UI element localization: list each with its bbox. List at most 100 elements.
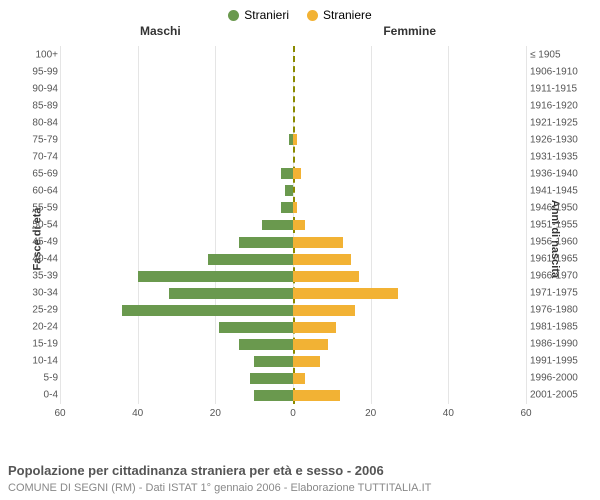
birth-label: 1916-1920 xyxy=(530,100,586,111)
bar-female xyxy=(293,390,340,401)
age-label: 55-59 xyxy=(18,202,58,213)
plot-region: 100+≤ 190595-991906-191090-941911-191585… xyxy=(60,46,526,404)
bar-male xyxy=(262,220,293,231)
pyramid-row: 55-591946-1950 xyxy=(60,199,526,216)
pyramid-row: 10-141991-1995 xyxy=(60,353,526,370)
birth-label: 1931-1935 xyxy=(530,151,586,162)
legend-dot-straniere xyxy=(307,10,318,21)
pyramid-row: 0-42001-2005 xyxy=(60,387,526,404)
bar-male xyxy=(239,339,293,350)
bar-female xyxy=(293,271,359,282)
birth-label: 1941-1945 xyxy=(530,185,586,196)
age-label: 25-29 xyxy=(18,305,58,316)
bar-male xyxy=(208,254,293,265)
age-label: 40-44 xyxy=(18,254,58,265)
chart-area: Fasce di età Anni di nascita 100+≤ 19059… xyxy=(0,42,600,436)
bar-male xyxy=(122,305,293,316)
age-label: 80-84 xyxy=(18,117,58,128)
pyramid-row: 45-491956-1960 xyxy=(60,234,526,251)
bar-male xyxy=(219,322,293,333)
age-label: 60-64 xyxy=(18,185,58,196)
pyramid-row: 70-741931-1935 xyxy=(60,148,526,165)
birth-label: 1936-1940 xyxy=(530,168,586,179)
birth-label: 2001-2005 xyxy=(530,390,586,401)
age-label: 45-49 xyxy=(18,237,58,248)
legend: Stranieri Straniere xyxy=(0,0,600,24)
age-label: 100+ xyxy=(18,49,58,60)
birth-label: ≤ 1905 xyxy=(530,49,586,60)
pyramid-row: 80-841921-1925 xyxy=(60,114,526,131)
bar-female xyxy=(293,288,398,299)
birth-label: 1921-1925 xyxy=(530,117,586,128)
x-tick-label: 40 xyxy=(443,408,454,419)
age-label: 75-79 xyxy=(18,134,58,145)
bar-male xyxy=(254,390,293,401)
birth-label: 1976-1980 xyxy=(530,305,586,316)
birth-label: 1911-1915 xyxy=(530,83,586,94)
age-label: 15-19 xyxy=(18,339,58,350)
x-tick-label: 20 xyxy=(210,408,221,419)
pyramid-row: 35-391966-1970 xyxy=(60,268,526,285)
bar-female xyxy=(293,254,351,265)
x-axis: 6040200204060 xyxy=(60,408,526,424)
bar-male xyxy=(281,202,293,213)
pyramid-row: 15-191986-1990 xyxy=(60,336,526,353)
x-tick-label: 60 xyxy=(520,408,531,419)
pyramid-row: 5-91996-2000 xyxy=(60,370,526,387)
legend-item-straniere: Straniere xyxy=(307,6,372,24)
x-tick-label: 20 xyxy=(365,408,376,419)
bar-male xyxy=(281,168,293,179)
bar-male xyxy=(239,237,293,248)
birth-label: 1951-1955 xyxy=(530,219,586,230)
birth-label: 1926-1930 xyxy=(530,134,586,145)
birth-label: 1961-1965 xyxy=(530,254,586,265)
bar-female xyxy=(293,339,328,350)
age-label: 90-94 xyxy=(18,83,58,94)
bar-female xyxy=(293,220,305,231)
caption-subtitle: COMUNE DI SEGNI (RM) - Dati ISTAT 1° gen… xyxy=(8,482,431,494)
x-tick-label: 40 xyxy=(132,408,143,419)
pyramid-row: 75-791926-1930 xyxy=(60,131,526,148)
pyramid-row: 100+≤ 1905 xyxy=(60,46,526,63)
age-label: 10-14 xyxy=(18,356,58,367)
bar-female xyxy=(293,237,343,248)
x-tick-label: 0 xyxy=(290,408,296,419)
bar-male xyxy=(285,185,293,196)
legend-label-stranieri: Stranieri xyxy=(244,8,289,22)
age-label: 35-39 xyxy=(18,271,58,282)
x-tick-label: 60 xyxy=(54,408,65,419)
pyramid-row: 65-691936-1940 xyxy=(60,165,526,182)
gridline xyxy=(526,46,527,404)
birth-label: 1946-1950 xyxy=(530,202,586,213)
legend-label-straniere: Straniere xyxy=(323,8,372,22)
birth-label: 1906-1910 xyxy=(530,66,586,77)
age-label: 5-9 xyxy=(18,373,58,384)
age-label: 95-99 xyxy=(18,66,58,77)
pyramid-row: 85-891916-1920 xyxy=(60,97,526,114)
bar-rows: 100+≤ 190595-991906-191090-941911-191585… xyxy=(60,46,526,404)
bar-female xyxy=(293,356,320,367)
pyramid-row: 40-441961-1965 xyxy=(60,251,526,268)
pyramid-row: 30-341971-1975 xyxy=(60,285,526,302)
pyramid-row: 25-291976-1980 xyxy=(60,302,526,319)
pyramid-row: 50-541951-1955 xyxy=(60,216,526,233)
birth-label: 1971-1975 xyxy=(530,288,586,299)
bar-male xyxy=(169,288,293,299)
birth-label: 1996-2000 xyxy=(530,373,586,384)
age-label: 0-4 xyxy=(18,390,58,401)
bar-male xyxy=(250,373,293,384)
age-label: 50-54 xyxy=(18,219,58,230)
birth-label: 1956-1960 xyxy=(530,237,586,248)
age-label: 65-69 xyxy=(18,168,58,179)
bar-female xyxy=(293,322,336,333)
bar-female xyxy=(293,134,297,145)
bar-female xyxy=(293,202,297,213)
bar-male xyxy=(254,356,293,367)
age-label: 20-24 xyxy=(18,322,58,333)
bar-female xyxy=(293,305,355,316)
pyramid-row: 60-641941-1945 xyxy=(60,182,526,199)
birth-label: 1981-1985 xyxy=(530,322,586,333)
age-label: 85-89 xyxy=(18,100,58,111)
header-right: Femmine xyxy=(383,24,436,38)
header-left: Maschi xyxy=(140,24,181,38)
